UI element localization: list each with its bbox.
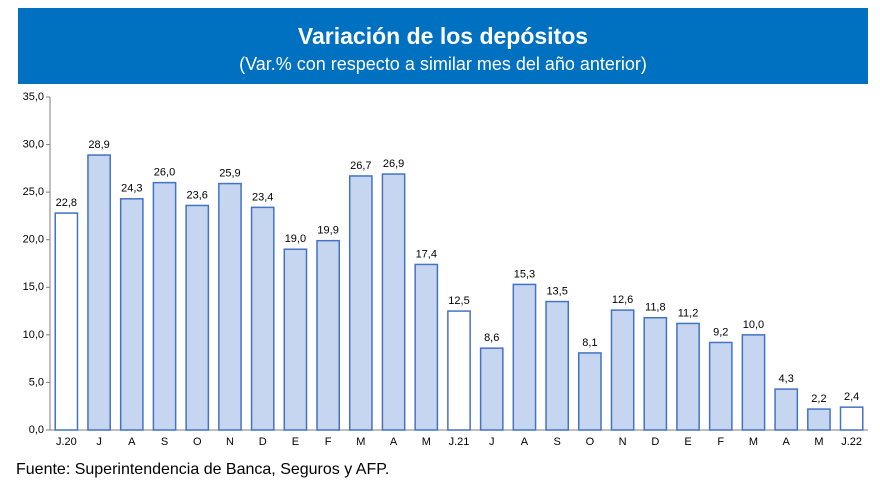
value-label: 12,6 [612,294,633,306]
value-label: 2,2 [811,393,826,405]
bar [512,283,537,431]
x-tick-label: E [292,436,299,448]
bar [545,300,570,431]
value-label: 23,6 [187,189,208,201]
value-label: 25,9 [219,167,240,179]
bar [119,198,144,431]
x-tick-label: J.20 [56,436,77,448]
bar [87,154,111,431]
x-tick-label: N [226,436,234,448]
bar [774,388,799,431]
x-tick-label: S [553,436,560,448]
bar [741,334,766,431]
y-tick-label: 30,0 [23,138,44,150]
y-tick-label: 10,0 [23,329,44,341]
source-note: Fuente: Superintendencia de Banca, Segur… [16,461,389,478]
value-label: 12,5 [448,295,469,307]
y-tick-label: 35,0 [23,91,44,103]
bar [479,347,504,431]
value-label: 15,3 [514,268,535,280]
x-tick-label: A [390,436,398,448]
y-tick-label: 20,0 [23,234,44,246]
bar [414,263,439,431]
bar [250,206,275,431]
value-label: 23,4 [252,191,273,203]
bar [676,322,700,431]
y-tick-label: 0,0 [29,424,44,436]
x-tick-label: O [586,436,595,448]
x-tick-label: J.21 [449,436,470,448]
x-tick-label: J [96,436,102,448]
y-tick-label: 5,0 [29,376,44,388]
y-tick-label: 25,0 [23,186,44,198]
chart-title: Variación de los depósitos [298,23,588,49]
bar [316,239,340,431]
value-label: 13,5 [546,285,567,297]
bar [610,309,635,431]
value-label: 11,8 [645,302,666,314]
value-label: 19,0 [285,233,306,245]
bar [348,175,373,431]
bar [54,212,79,431]
value-label: 4,3 [779,373,794,385]
x-tick-label: N [619,436,627,448]
chart-subtitle: (Var.% con respecto a similar mes del añ… [239,54,647,74]
x-tick-label: O [193,436,202,448]
x-tick-label: A [521,436,529,448]
bar [447,310,471,431]
value-label: 22,8 [56,197,77,209]
value-label: 24,3 [121,183,142,195]
value-label: 26,7 [350,160,371,172]
value-label: 17,4 [416,248,437,260]
x-tick-label: M [422,436,431,448]
value-label: 10,0 [743,319,764,331]
value-label: 9,2 [713,326,728,338]
y-tick-label: 15,0 [23,281,44,293]
x-tick-label: F [717,436,724,448]
bar [218,182,242,431]
bar [152,181,177,431]
value-label: 28,9 [88,139,109,151]
x-tick-label: A [128,436,136,448]
bar [578,352,602,431]
bar [185,204,210,431]
x-tick-label: S [161,436,168,448]
x-tick-label: F [325,436,332,448]
x-tick-label: M [356,436,365,448]
x-tick-label: M [749,436,758,448]
x-tick-label: M [814,436,823,448]
x-tick-label: D [259,436,267,448]
x-tick-label: J.22 [841,436,862,448]
bar [283,248,308,431]
bar [708,341,733,431]
value-label: 2,4 [844,391,859,403]
bar [807,408,831,431]
value-label: 8,6 [484,332,499,344]
value-label: 26,9 [383,158,404,170]
value-label: 19,9 [317,225,338,237]
x-tick-label: D [651,436,659,448]
x-tick-label: A [783,436,791,448]
bar [381,173,406,431]
x-tick-label: J [489,436,495,448]
header-box [18,8,868,84]
value-label: 26,0 [154,167,175,179]
value-label: 11,2 [678,307,699,319]
x-tick-label: E [684,436,691,448]
bar [643,316,668,431]
value-label: 8,1 [582,337,597,349]
bar [839,406,864,431]
